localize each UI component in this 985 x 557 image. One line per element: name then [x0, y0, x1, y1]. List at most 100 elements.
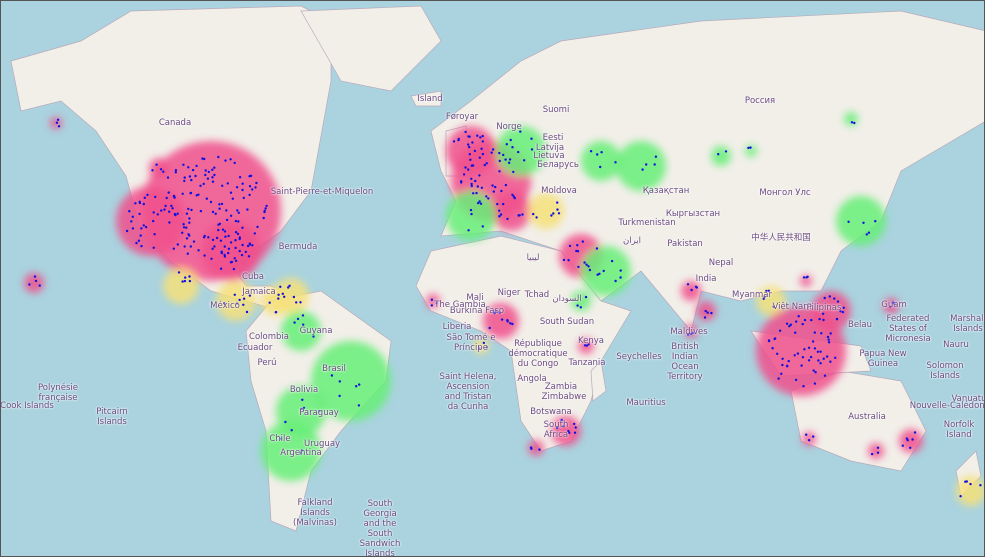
point: [812, 435, 815, 438]
point: [596, 273, 599, 276]
point: [181, 192, 184, 195]
place-label: Papua New Guinea: [859, 349, 907, 369]
place-label: 中华人民共和国: [751, 233, 811, 243]
point: [211, 210, 215, 214]
place-label: Zimbabwe: [541, 392, 587, 402]
point: [610, 259, 614, 263]
point: [512, 195, 515, 198]
heat-blob: [311, 341, 391, 421]
point: [583, 344, 587, 347]
point: [816, 350, 820, 353]
point: [220, 202, 224, 206]
point: [464, 130, 467, 134]
point: [499, 213, 503, 216]
point: [229, 214, 233, 217]
point: [653, 163, 656, 166]
place-label: Føroyar: [445, 112, 479, 122]
point: [234, 246, 237, 250]
place-label: Tanzania: [568, 358, 606, 368]
point: [471, 141, 474, 144]
point: [478, 156, 481, 159]
point: [475, 191, 478, 195]
point: [274, 311, 277, 314]
place-label: Liberia: [442, 322, 472, 332]
place-label: Federated States of Micronesia: [885, 314, 931, 344]
point: [160, 209, 163, 212]
place-label: Moldova: [541, 186, 577, 196]
point: [280, 437, 283, 440]
point: [825, 355, 829, 358]
point: [749, 146, 752, 149]
point: [138, 200, 141, 203]
point: [532, 212, 535, 216]
point: [469, 158, 472, 161]
point: [521, 213, 524, 216]
point: [767, 339, 771, 343]
point: [789, 323, 793, 326]
point: [235, 302, 239, 305]
point: [151, 169, 154, 172]
point: [870, 452, 874, 456]
place-label: Burkina Faso: [449, 306, 505, 316]
point: [203, 254, 206, 257]
heat-blob: [836, 196, 886, 246]
place-label: Latvija: [535, 143, 565, 153]
point: [210, 257, 213, 260]
point: [256, 225, 259, 229]
point: [209, 200, 213, 204]
point: [183, 179, 186, 183]
point: [152, 246, 155, 249]
point: [502, 153, 505, 157]
point: [183, 176, 186, 179]
point: [219, 267, 223, 270]
point: [287, 286, 290, 289]
point: [220, 251, 223, 255]
point: [241, 182, 244, 185]
point: [814, 371, 817, 374]
heat-blob: [581, 141, 621, 181]
point: [131, 227, 135, 230]
point: [807, 346, 811, 349]
place-label: Россия: [744, 96, 776, 106]
point: [506, 217, 509, 221]
point: [357, 404, 361, 407]
place-label: Suomi: [542, 105, 570, 115]
point: [599, 165, 602, 169]
point: [538, 448, 541, 451]
point: [232, 267, 236, 271]
point: [576, 244, 579, 247]
place-label: Paraguay: [299, 408, 339, 418]
point: [913, 431, 917, 434]
point: [552, 212, 555, 215]
point: [188, 234, 191, 237]
point: [197, 193, 200, 196]
point: [500, 318, 504, 321]
place-label: India: [695, 274, 717, 284]
point: [187, 166, 190, 169]
point: [847, 220, 850, 223]
place-label: Polynésie française: [37, 383, 79, 403]
point: [235, 186, 239, 189]
point: [435, 301, 438, 305]
point: [181, 280, 184, 283]
point: [248, 294, 252, 297]
point: [807, 359, 811, 362]
point: [485, 162, 488, 165]
place-label: Eesti: [542, 133, 564, 143]
point: [786, 365, 789, 368]
point: [238, 298, 241, 302]
point: [893, 302, 896, 305]
point: [595, 247, 599, 250]
point: [476, 185, 479, 188]
point: [229, 158, 232, 161]
point: [182, 226, 186, 229]
place-label: South Africa: [543, 420, 569, 440]
place-label: Pilipinas: [806, 303, 842, 313]
point: [478, 200, 481, 203]
point: [467, 229, 470, 232]
point: [28, 283, 31, 286]
point: [889, 305, 892, 308]
point: [189, 245, 192, 248]
heat-blob: [149, 158, 169, 178]
